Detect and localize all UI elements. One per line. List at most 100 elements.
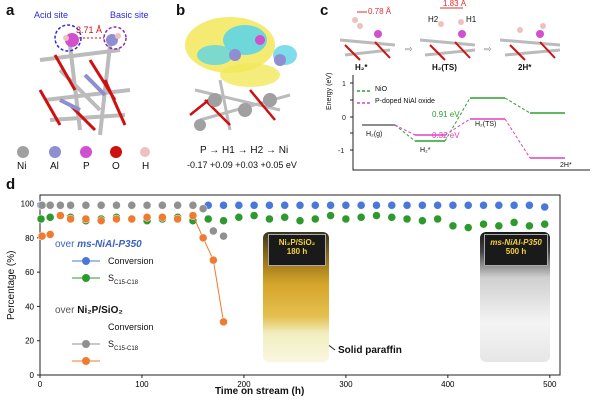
selectivity-ni2p-points	[173, 214, 182, 224]
svg-text:⇨: ⇨	[405, 45, 413, 55]
photo1-label-box: Ni₂P/SiO₂ 180 h	[268, 234, 326, 266]
conversion-ni2p-points	[158, 201, 167, 210]
svg-text:⇨: ⇨	[484, 45, 492, 55]
y-tick-label: 0	[30, 371, 35, 380]
conversion-nial-points	[326, 201, 335, 210]
selectivity-nial-points	[463, 223, 473, 232]
panel-c-yticks: 1 0 -1	[338, 81, 346, 155]
legend-group1-catalyst: ms-NiAl-P350	[77, 239, 142, 250]
selectivity-nial-points	[265, 214, 274, 224]
conversion-nial-points	[249, 201, 259, 210]
y-tick-label: 100	[21, 200, 35, 209]
level-h2g: H₂(g)	[366, 131, 383, 138]
y-tick-label: 20	[25, 337, 34, 346]
selectivity-nial-points	[45, 213, 55, 222]
conversion-nial-points	[402, 201, 412, 210]
acid-basic-distance: 3.71 Å	[76, 25, 103, 35]
conversion-ni2p-points	[45, 201, 55, 210]
conversion-ni2p-points	[81, 201, 91, 210]
selectivity-nial-points	[295, 216, 305, 225]
photo2-time: 500 h	[505, 247, 527, 256]
selectivity-ni2p-points	[127, 214, 137, 224]
conversion-nial-points	[509, 201, 519, 210]
selectivity-ni2p-points	[198, 233, 208, 243]
svg-text:1: 1	[342, 81, 346, 88]
x-tick-label: 400	[441, 380, 455, 389]
h-h-distance-ts: 1.83 Å	[443, 0, 467, 8]
panel-b-structure	[185, 17, 297, 131]
conversion-nial-points	[265, 201, 274, 210]
basic-site-circle	[103, 26, 127, 50]
conversion-nial-points	[540, 202, 549, 212]
legend-group2-title: over Ni₂P/SiO₂	[55, 305, 123, 316]
state-h2-ads: H₂*	[355, 63, 368, 72]
selectivity-nial-points	[372, 211, 381, 220]
conversion-nial-points	[479, 201, 488, 210]
selectivity-ni2p-points	[81, 214, 91, 224]
selectivity-nial-points	[525, 221, 534, 231]
selectivity-ni2p-decline-line	[192, 215, 225, 322]
selectivity-nial-points	[433, 214, 442, 224]
conversion-ni2p-points	[96, 201, 106, 210]
selectivity-nial-points	[509, 218, 519, 227]
conversion-ni2p-points	[112, 201, 121, 210]
legend-h: H	[142, 161, 150, 172]
barrier-p-doped: 0.32 eV	[432, 131, 460, 140]
photo2-label-box: ms-NiAl-P350 500 h	[484, 234, 548, 266]
legend-sel-1-main: S	[108, 273, 115, 283]
acid-site-label: Acid site	[34, 10, 69, 20]
legend-marker	[82, 257, 90, 265]
selectivity-nial-points	[494, 221, 504, 231]
legend-p: P	[83, 161, 90, 172]
h2-bond-length: 0.78 Å	[368, 7, 392, 16]
conversion-ni2p-points	[142, 201, 152, 210]
selectivity-ni2p-points	[158, 213, 167, 222]
legend-conversion-1: Conversion	[108, 256, 154, 266]
selectivity-ni2p-points	[45, 230, 55, 239]
y-tick-label: 60	[25, 268, 34, 277]
selectivity-ni2p-points	[96, 216, 106, 225]
selectivity-nial-points	[311, 214, 320, 224]
selectivity-nial-points	[387, 213, 397, 222]
svg-text:0: 0	[342, 115, 346, 122]
conversion-nial-points	[448, 201, 458, 210]
selectivity-nial-points	[479, 219, 488, 229]
svg-text:-1: -1	[338, 148, 344, 155]
selectivity-nial-points	[326, 211, 335, 220]
selectivity-ni2p-points	[142, 213, 152, 222]
conversion-nial-points	[234, 201, 244, 210]
legend-p-doped: P-doped NiAl oxide	[375, 98, 435, 105]
conversion-nial-points	[356, 201, 366, 210]
panel-c-distance-markers	[357, 7, 463, 13]
selectivity-nial-points	[418, 216, 427, 225]
conversion-ni2p-points	[188, 201, 198, 210]
h1-atom-label: H1	[466, 15, 477, 24]
x-tick-label: 300	[339, 380, 353, 389]
legend-marker	[82, 357, 90, 365]
selectivity-ni2p-points	[112, 214, 121, 224]
selectivity-ni2p-points	[66, 214, 75, 224]
legend-sel-1-sub: C15-C18	[114, 279, 139, 286]
chart-frame	[39, 194, 561, 376]
selectivity-nial-points	[234, 213, 244, 222]
selectivity-nial-points	[249, 211, 259, 220]
conversion-ni2p-points	[173, 201, 182, 210]
level-2h: 2H*	[560, 162, 572, 169]
legend-group1-title: over ms-NiAl-P350	[55, 239, 142, 250]
x-tick-label: 500	[543, 380, 557, 389]
conversion-nial-points	[341, 201, 351, 210]
conversion-nial-points	[280, 201, 289, 210]
legend-group1-prefix: over	[55, 239, 78, 250]
conversion-nial-points	[418, 201, 427, 210]
y-tick-label: 80	[25, 234, 34, 243]
x-tick-label: 100	[135, 380, 149, 389]
panel-a-label: a	[6, 2, 15, 19]
conversion-ni2p-points	[66, 201, 75, 210]
conversion-ni2p-points	[219, 231, 228, 241]
state-h2-ts: H₂(TS)	[432, 63, 457, 72]
charge-values: -0.17 +0.09 +0.03 +0.05 eV	[187, 160, 297, 170]
legend-selectivity-2: SC15-C18	[108, 339, 138, 352]
selectivity-nial-points	[356, 213, 366, 222]
x-tick-label: 200	[237, 380, 251, 389]
